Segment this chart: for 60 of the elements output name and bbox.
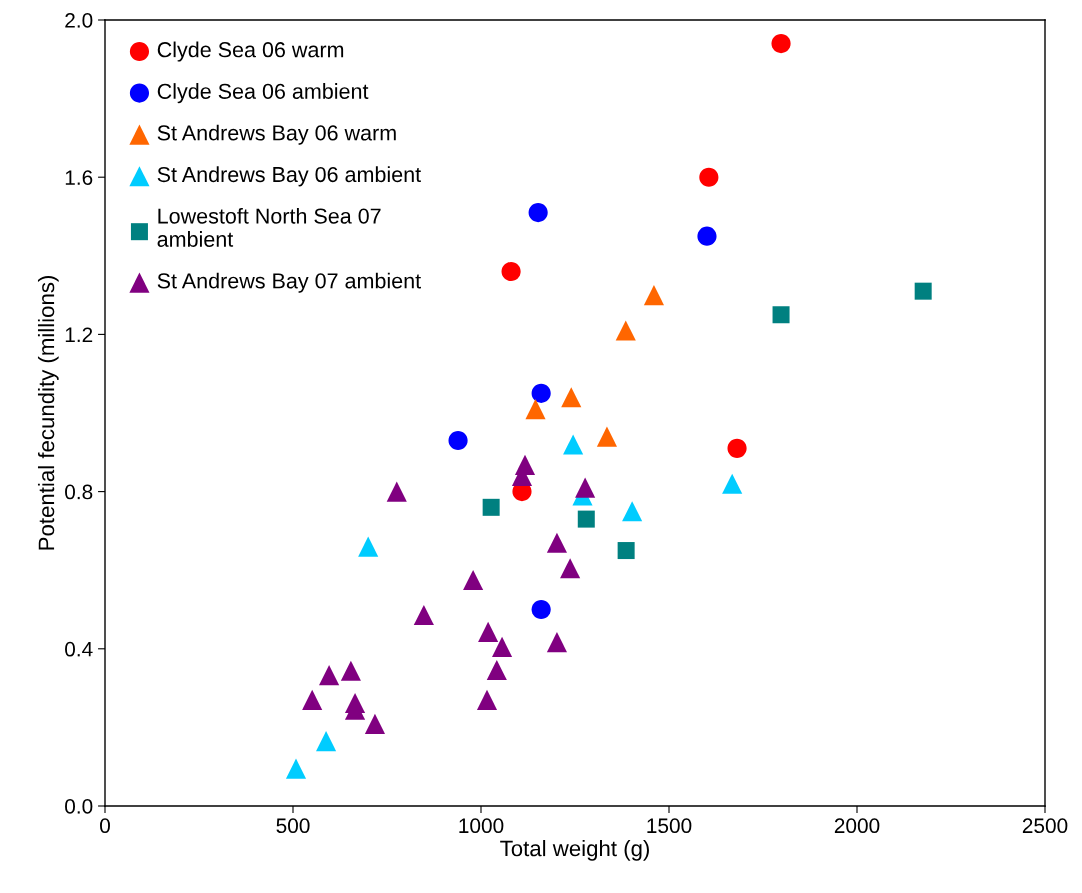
- legend-label: Clyde Sea 06 ambient: [157, 83, 369, 104]
- point: [340, 660, 361, 681]
- point: [546, 632, 568, 653]
- point: [316, 731, 337, 752]
- point: [482, 498, 500, 516]
- point: [596, 426, 618, 447]
- point: [561, 387, 582, 408]
- y-tick-label: 0.4: [65, 641, 93, 657]
- point: [491, 636, 513, 657]
- point: [914, 282, 932, 300]
- point: [302, 689, 323, 710]
- point: [643, 285, 665, 306]
- legend-label: St Andrews Bay 07 ambient: [157, 272, 421, 293]
- legend-label: Clyde Sea 06 warm: [157, 41, 344, 62]
- y-tick-label: 0.0: [65, 799, 93, 814]
- point: [531, 599, 551, 620]
- point: [528, 203, 548, 223]
- point: [722, 473, 743, 494]
- point: [364, 713, 386, 734]
- point: [476, 689, 498, 710]
- point: [463, 569, 484, 591]
- point: [697, 226, 717, 246]
- point: [577, 510, 595, 528]
- point: [622, 501, 643, 522]
- point: [486, 659, 507, 681]
- x-tick-label: 1500: [647, 818, 692, 834]
- y-tick-label: 0.8: [65, 484, 93, 500]
- point: [727, 438, 747, 458]
- point: [617, 542, 635, 560]
- x-tick-label: 1000: [459, 818, 504, 834]
- y-tick-label: 2.0: [65, 13, 93, 28]
- x-tick-label: 2000: [834, 818, 880, 834]
- point: [501, 261, 521, 282]
- point: [319, 665, 340, 686]
- point: [699, 167, 719, 187]
- point: [615, 320, 636, 341]
- legend-label: Lowestoft North Sea 07 ambient: [157, 207, 381, 247]
- point: [560, 558, 581, 579]
- x-tick-label: 2500: [1022, 818, 1068, 834]
- point: [448, 430, 468, 451]
- x-tick-label: 0: [100, 818, 110, 834]
- point: [546, 532, 568, 553]
- point: [386, 481, 407, 502]
- y-tick-label: 1.6: [65, 170, 93, 185]
- x-tick-label: 500: [276, 818, 310, 834]
- point: [525, 399, 546, 420]
- point: [358, 536, 379, 557]
- point: [563, 434, 584, 455]
- point: [413, 604, 434, 626]
- y-tick-label: 1.2: [65, 327, 93, 342]
- point: [478, 621, 499, 642]
- point: [771, 34, 791, 54]
- point: [772, 306, 790, 324]
- point: [285, 758, 307, 779]
- point: [575, 477, 596, 498]
- legend-label: St Andrews Bay 06 warm: [157, 124, 396, 145]
- y-axis-title: Potential fecundity (millions): [37, 276, 59, 550]
- legend-label: St Andrews Bay 06 ambient: [157, 166, 421, 187]
- point: [531, 383, 551, 403]
- x-axis-title: Total weight (g): [500, 840, 649, 861]
